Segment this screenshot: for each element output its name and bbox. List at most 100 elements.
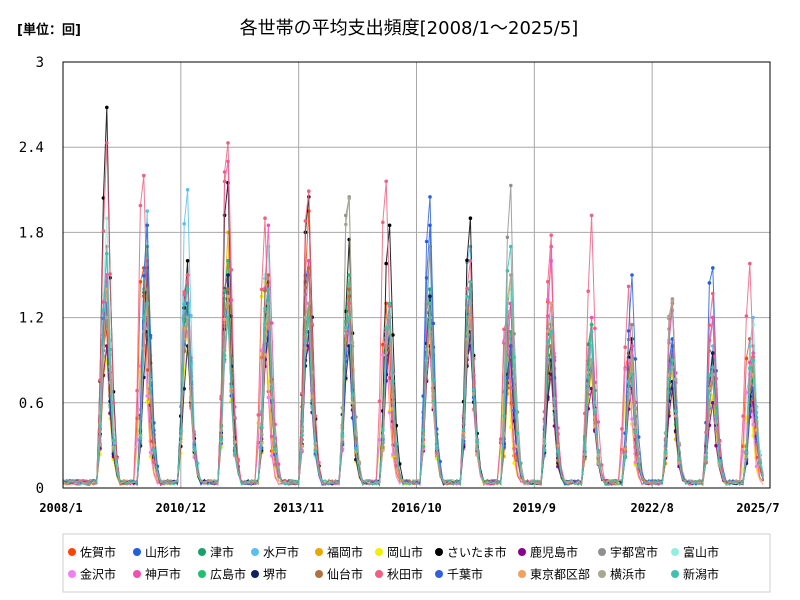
series-point [138,436,143,441]
series-point [667,314,671,319]
series-point [741,449,745,454]
series-point [189,361,193,366]
series-point [347,301,352,306]
series-point [303,315,308,320]
series-point [347,196,352,201]
series-point [512,461,516,465]
series-堺市 [62,273,764,487]
legend-item: 仙台市 [315,567,363,582]
series-point [105,105,109,110]
series-point [589,213,594,218]
series-point [546,340,550,344]
series-point [744,314,749,318]
legend-marker [435,570,443,578]
series-point [714,413,718,418]
series-point [431,378,436,382]
series-point [717,458,722,463]
series-point [636,464,641,469]
series-point [630,417,634,421]
legend-marker [598,548,606,556]
series-point [758,460,762,465]
series-point [630,273,634,277]
series-point [229,268,234,272]
legend-label: 福岡市 [327,545,363,560]
series-山形市 [62,223,764,487]
legend-item: 佐賀市 [68,545,116,560]
series-point [751,315,755,320]
series-point [273,447,277,452]
series-秋田市 [62,141,764,487]
series-point [421,428,426,432]
legend-item: 富山市 [671,545,719,560]
series-point [185,259,190,263]
series-point [142,274,146,278]
legend-label: 津市 [210,545,234,560]
legend-item: 神戸市 [133,567,181,582]
legend-marker [375,548,383,556]
series-point [307,259,311,263]
series-point [142,173,146,178]
series-point [303,219,308,223]
series-point [303,338,308,343]
series-point [269,453,274,458]
legend-label: さいたま市 [447,545,507,560]
series-point [148,450,153,455]
legend-label: 岡山市 [387,545,423,560]
series-point [465,286,469,291]
series-point [586,388,590,393]
series-point [226,287,230,292]
legend-marker [315,548,323,556]
series-point [179,429,183,433]
series-point [593,326,597,331]
series-point [310,404,314,409]
series-lines [62,105,764,487]
series-point [391,333,395,337]
series-point [105,141,109,145]
series-point [751,358,755,363]
series-point [620,450,624,455]
legend-label: 東京都区部 [530,567,590,582]
legend-item: 水戸市 [251,545,299,560]
series-point [226,273,230,277]
series-point [633,460,638,465]
legend-marker [435,548,443,556]
series-point [424,239,429,244]
series-point [428,195,432,199]
series-point [226,301,230,306]
series-point [148,333,153,338]
series-point [273,462,277,467]
series-line [62,161,764,486]
series-point [300,433,304,437]
series-point [509,425,513,430]
series-point [189,313,193,318]
series-point [509,344,513,348]
series-point [101,229,106,233]
series-point [313,449,318,454]
series-point [596,448,601,453]
grid-lines [62,61,771,489]
series-point [226,141,230,145]
legend-item: 鹿児島市 [518,545,578,560]
series-point [586,375,590,380]
series-point [744,390,749,395]
series-point [670,298,675,303]
y-tick-label: 1.2 [19,311,44,327]
series-point [626,379,631,384]
series-point [226,315,230,320]
y-tick-label: 2.4 [19,140,44,156]
series-point [111,438,116,443]
series-point [748,360,752,365]
series-point [751,422,755,427]
legend-box [62,533,771,593]
series-line [62,274,764,487]
series-point [350,340,355,345]
series-line [62,196,764,487]
series-point [259,425,264,429]
series-point [754,415,759,420]
legend-label: 宇都宮市 [610,545,658,560]
series-point [256,445,261,449]
series-point [704,456,708,460]
series-神戸市 [62,159,764,486]
legend-item: さいたま市 [435,545,507,560]
